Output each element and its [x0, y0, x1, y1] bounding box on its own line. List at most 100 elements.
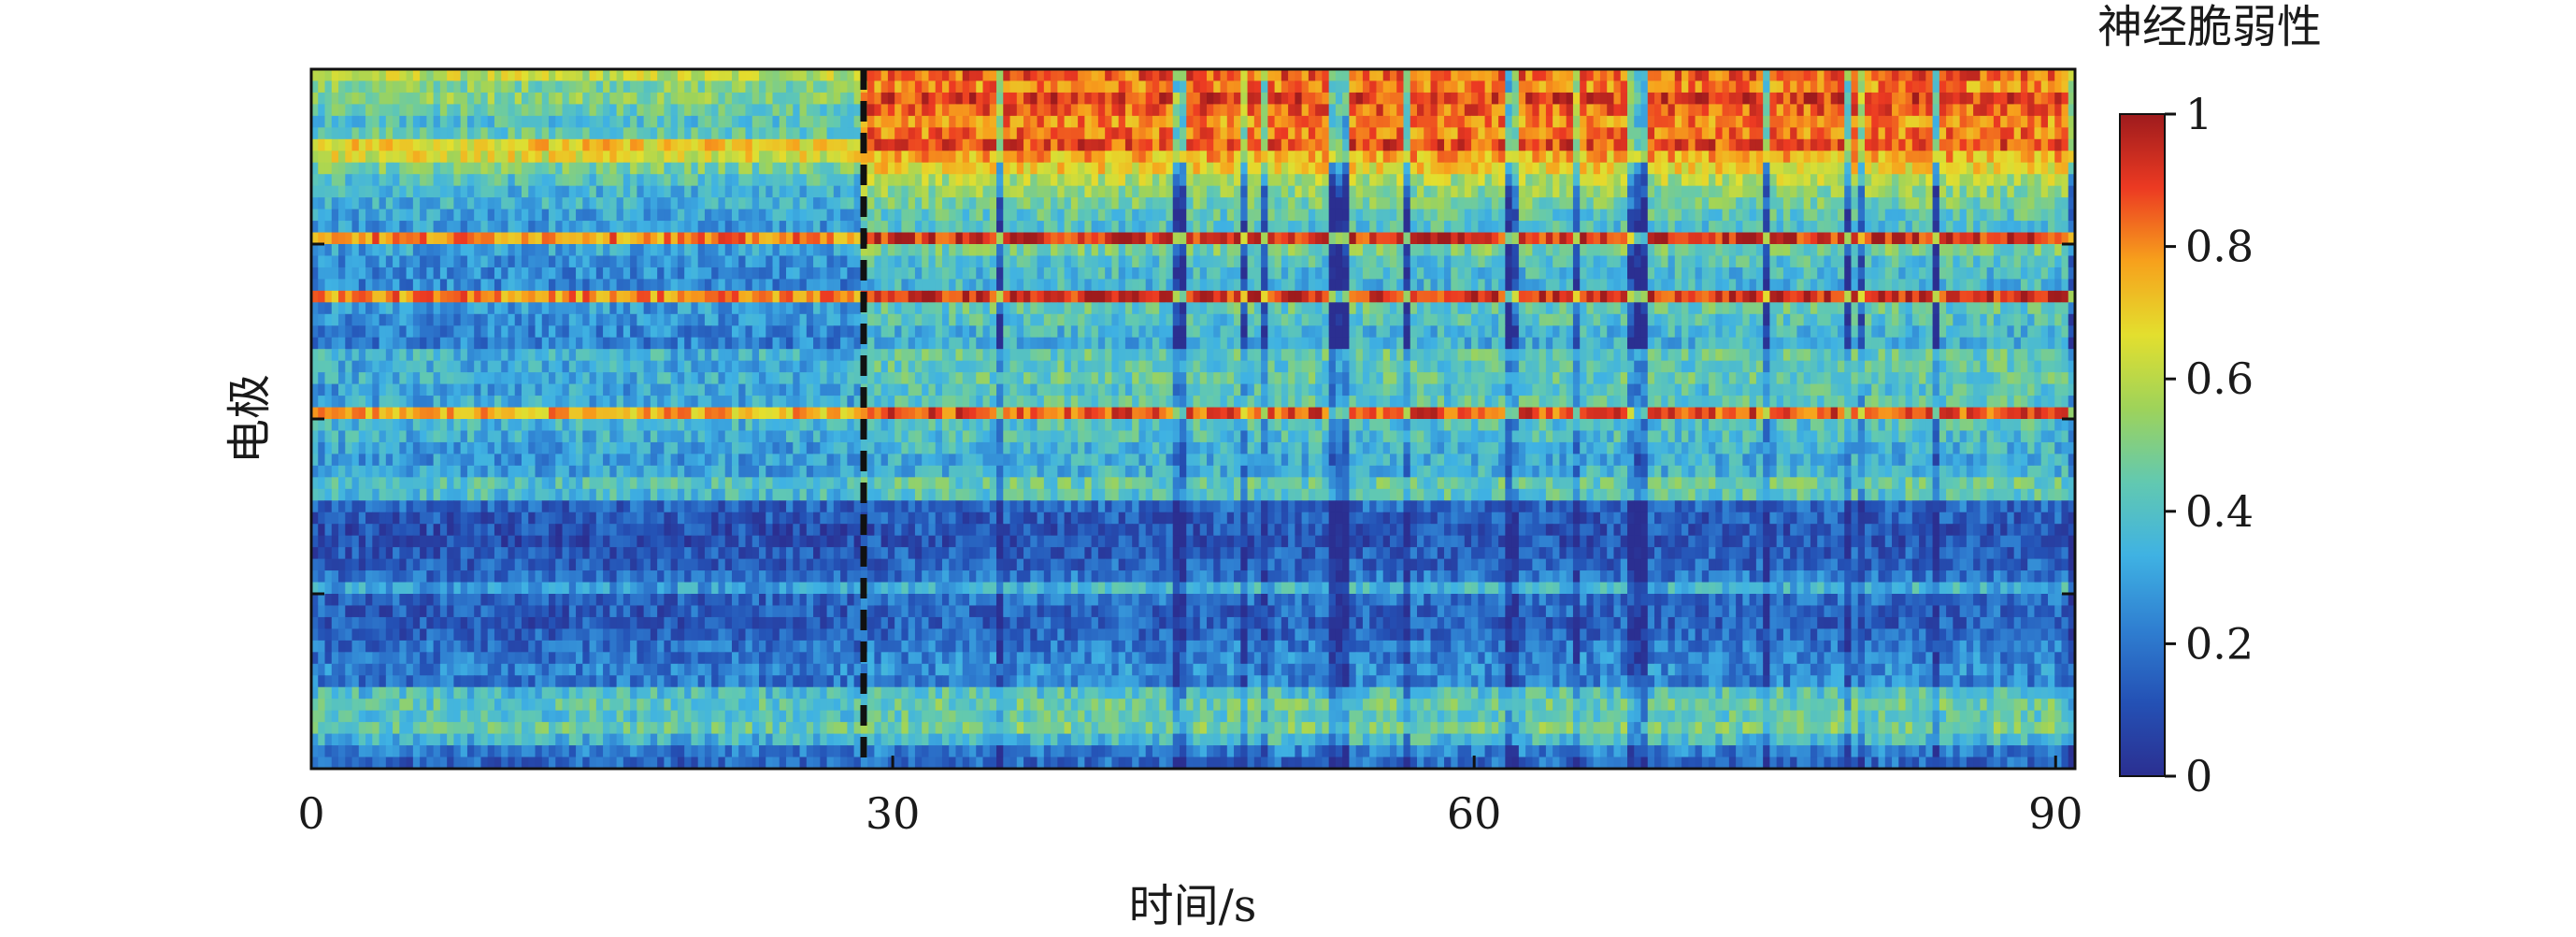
heatmap-cell [711, 267, 720, 280]
heatmap-cell [677, 115, 685, 128]
heatmap-cell [1349, 197, 1357, 210]
heatmap-cell [393, 209, 400, 222]
heatmap-cell [1220, 127, 1228, 140]
heatmap-cell [1261, 255, 1268, 268]
heatmap-cell [420, 138, 427, 151]
heatmap-cell [982, 104, 991, 117]
heatmap-cell [738, 267, 747, 280]
heatmap-cell [793, 80, 801, 94]
heatmap-cell [1824, 279, 1832, 292]
heatmap-cell [840, 69, 848, 82]
heatmap-cell [1755, 185, 1764, 198]
heatmap-cell [1430, 104, 1438, 117]
heatmap-cell [853, 197, 862, 210]
heatmap-cell [2034, 138, 2042, 151]
heatmap-cell [1166, 138, 1174, 151]
heatmap-cell [1884, 185, 1893, 198]
heatmap-cell [684, 267, 693, 280]
heatmap-cell [1328, 221, 1337, 234]
heatmap-cell [1803, 69, 1811, 82]
heatmap-cell [351, 92, 360, 105]
heatmap-cell [1023, 80, 1031, 94]
heatmap-cell [1640, 244, 1649, 257]
heatmap-cell [1830, 244, 1839, 257]
heatmap-cell [1437, 151, 1445, 164]
heatmap-cell [406, 221, 414, 234]
heatmap-cell [772, 69, 780, 82]
heatmap-cell [379, 267, 387, 280]
heatmap-cell [1959, 127, 1968, 140]
heatmap-cell [439, 221, 448, 234]
heatmap-cell [1993, 104, 2001, 117]
heatmap-cell [1837, 69, 1845, 82]
heatmap-cell [1240, 197, 1249, 210]
heatmap-cell [358, 151, 366, 164]
heatmap-cell [2040, 115, 2049, 128]
heatmap-cell [1145, 104, 1153, 117]
heatmap-cell [1322, 197, 1330, 210]
heatmap-cell [2020, 232, 2028, 245]
heatmap-cell [1640, 162, 1649, 175]
heatmap-cell [1043, 92, 1052, 105]
heatmap-cell [1159, 279, 1167, 292]
heatmap-cell [779, 104, 787, 117]
heatmap-cell [677, 221, 685, 234]
heatmap-cell [1124, 174, 1133, 187]
heatmap-cell [772, 279, 780, 292]
heatmap-cell [1057, 138, 1066, 151]
heatmap-cell [650, 174, 658, 187]
heatmap-cell [806, 115, 814, 128]
heatmap-cell [399, 174, 408, 187]
heatmap-cell [738, 255, 747, 268]
heatmap-cell [1295, 138, 1303, 151]
heatmap-cell [833, 174, 841, 187]
heatmap-cell [1070, 80, 1079, 94]
heatmap-cell [494, 290, 502, 303]
heatmap-cell [1199, 185, 1208, 198]
heatmap-cell [460, 162, 468, 175]
heatmap-cell [1078, 232, 1085, 245]
heatmap-cell [874, 151, 882, 164]
heatmap-cell [1865, 80, 1872, 94]
heatmap-cell [1911, 151, 1920, 164]
heatmap-cell [589, 209, 597, 222]
heatmap-cell [1288, 151, 1295, 164]
heatmap-cell [860, 151, 868, 164]
heatmap-cell [494, 174, 502, 187]
heatmap-cell [982, 174, 991, 187]
heatmap-cell [365, 290, 373, 303]
heatmap-cell [1403, 104, 1411, 117]
heatmap-cell [806, 162, 814, 175]
heatmap-cell [914, 244, 923, 257]
heatmap-cell [1613, 138, 1622, 151]
heatmap-cell [1844, 162, 1853, 175]
heatmap-cell [447, 151, 455, 164]
heatmap-cell [433, 279, 441, 292]
heatmap-cell [582, 290, 591, 303]
heatmap-cell [1376, 244, 1384, 257]
heatmap-cell [1688, 104, 1696, 117]
heatmap-cell [521, 92, 529, 105]
heatmap-cell [1892, 104, 1899, 117]
heatmap-cell [745, 104, 753, 117]
heatmap-cell [1328, 115, 1337, 128]
heatmap-cell [1274, 185, 1282, 198]
heatmap-cell [2068, 92, 2075, 105]
heatmap-cell [982, 209, 991, 222]
heatmap-cell [1437, 115, 1445, 128]
heatmap-cell [528, 162, 537, 175]
heatmap-cell [582, 80, 591, 94]
heatmap-cell [1335, 162, 1343, 175]
heatmap-cell [1097, 279, 1106, 292]
heatmap-cell [2020, 138, 2028, 151]
heatmap-cell [874, 127, 882, 140]
heatmap-cell [453, 244, 462, 257]
heatmap-cell [576, 209, 583, 222]
heatmap-cell [1688, 69, 1696, 82]
heatmap-cell [745, 127, 753, 140]
heatmap-cell [880, 69, 889, 82]
heatmap-cell [1220, 221, 1228, 234]
heatmap-cell [589, 279, 597, 292]
heatmap-cell [1647, 197, 1655, 210]
heatmap-cell [338, 244, 346, 257]
